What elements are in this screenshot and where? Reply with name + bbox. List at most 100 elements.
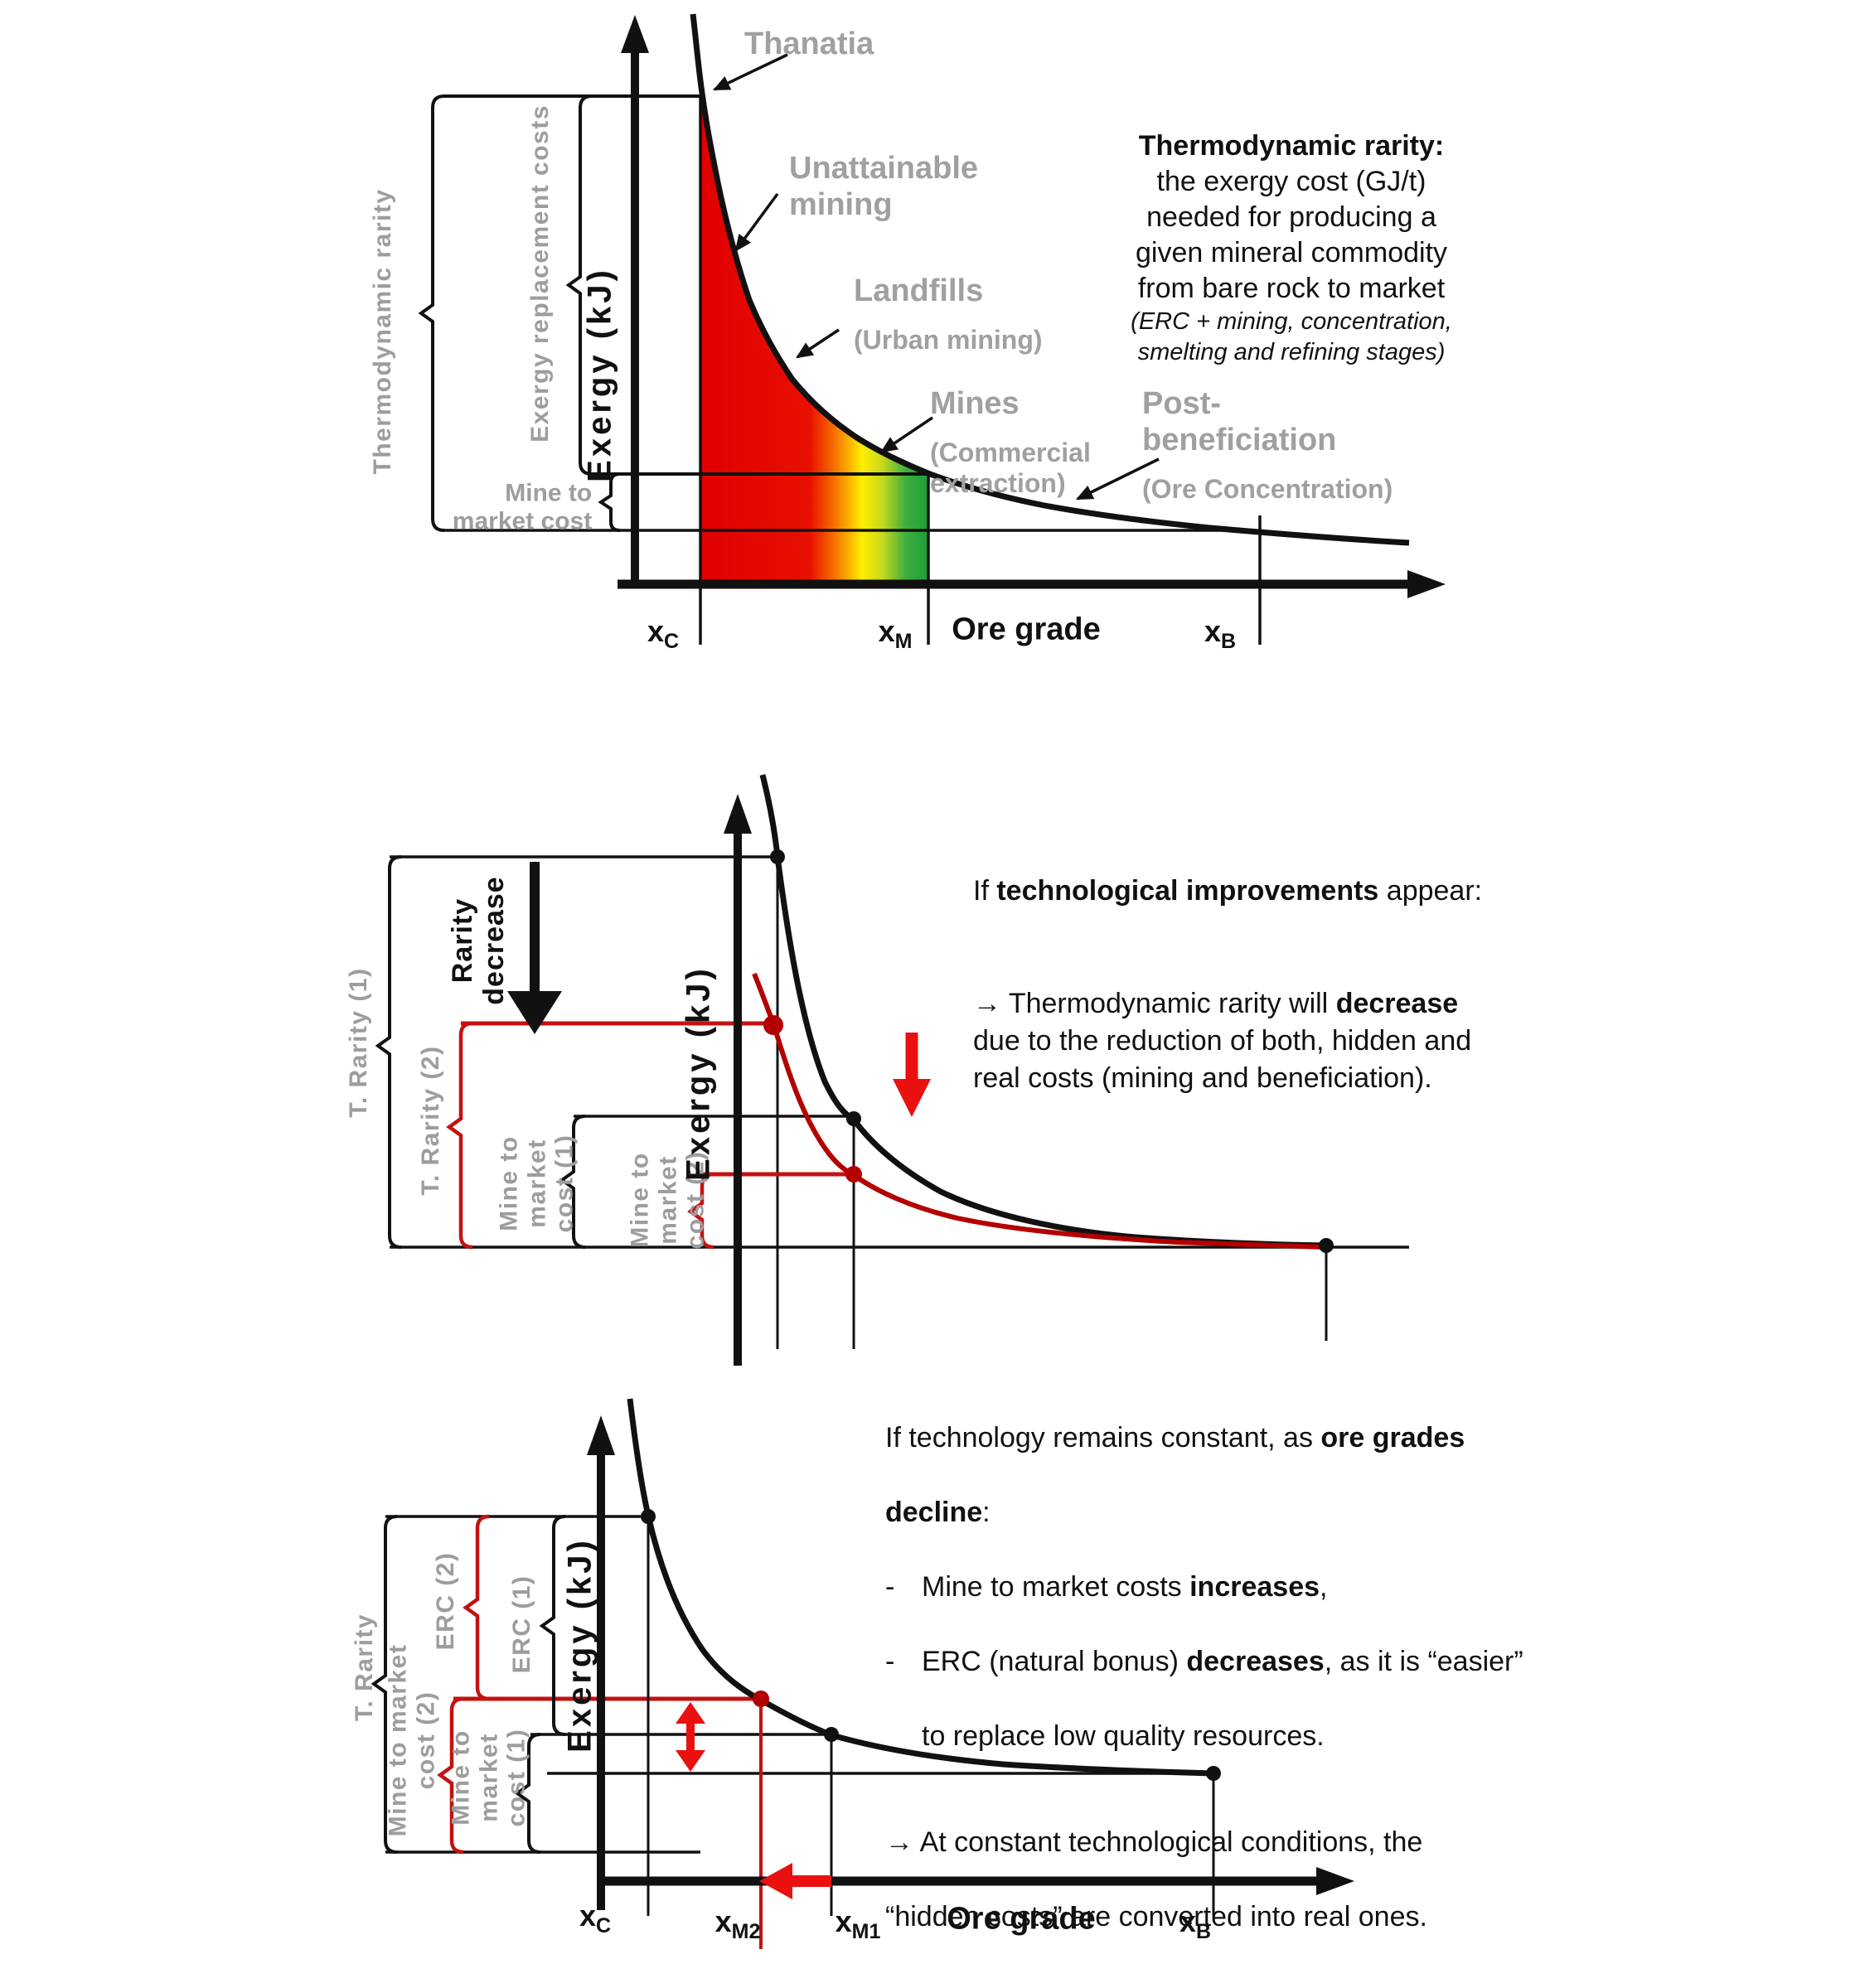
point-mine1: [824, 1727, 839, 1742]
p1-note-footnote: (ERC + mining, concentration, smelting a…: [1131, 308, 1452, 365]
p3-xb-tick: xB: [1179, 1904, 1211, 1944]
p3-xc-base: x: [579, 1898, 596, 1932]
p2-note-p1a: → Thermodynamic rarity will: [973, 988, 1336, 1019]
p3-note-l1a: If technology remains constant, as: [885, 1422, 1321, 1454]
p1-xm-tick: xM: [879, 614, 913, 654]
point-xb: [1206, 1766, 1221, 1781]
p1-unattainable-label: Unattainable mining: [789, 151, 978, 223]
p3-rarity-label: T. Rarity: [351, 1613, 379, 1722]
p3-b1b: increases: [1189, 1571, 1320, 1603]
p1-note-body: the exergy cost (GJ/t) needed for produc…: [1135, 166, 1448, 304]
p1-thanatia-text: Thanatia: [744, 27, 874, 61]
mine2-bracket: [687, 1172, 714, 1250]
p1-xb-tick: xB: [1204, 614, 1236, 654]
p2-rarity1-label: T. Rarity (1): [345, 967, 373, 1118]
p3-erc2-label: ERC (2): [432, 1551, 460, 1651]
p2-note-l1c: appear:: [1378, 875, 1483, 907]
p3-x-axis-label: Ore grade: [947, 1901, 1096, 1937]
p2-rarity-decrease-label: Rarity decrease: [446, 876, 510, 1005]
point-far: [1319, 1238, 1334, 1253]
point-mine2: [753, 1691, 769, 1707]
p3-bullet2-dash: -: [885, 1646, 895, 1677]
p3-xm2-base: x: [714, 1903, 732, 1938]
erc1-bracket: [539, 1515, 566, 1736]
p3-xm1-tick: xM1: [836, 1904, 881, 1944]
y-axis-arrowhead: [724, 794, 752, 834]
erc-brace: [565, 94, 593, 476]
p2-note-para: → Thermodynamic rarity will decrease due…: [973, 985, 1482, 1097]
p3-note-para1: → At constant technological conditions, …: [885, 1826, 1423, 1858]
p3-xm2-sub: M2: [731, 1920, 761, 1944]
point-mine-1: [846, 1111, 861, 1126]
mine-brace: [598, 472, 621, 532]
p1-xb-base: x: [1204, 613, 1221, 648]
p3-note-bullet1: - Mine to market costs increases,: [885, 1569, 1523, 1606]
p1-erc-side-label: Exergy replacement costs: [526, 104, 555, 443]
p3-note-l2b: :: [982, 1497, 991, 1528]
exergy-curve: [690, 13, 1410, 546]
p1-xm-sub: M: [894, 630, 913, 654]
p3-xm1-base: x: [835, 1903, 852, 1938]
p1-mine-to-market-label: Mine to market cost: [452, 479, 593, 534]
mine2-bracket: [437, 1696, 464, 1855]
exergy-curve-2-improved: [752, 972, 1327, 1250]
p3-note-para2: “hidden costs” are converted into real o…: [885, 1901, 1427, 1932]
rarity1-bracket: [375, 855, 402, 1249]
panel1-annotation-arrows: [712, 53, 1160, 501]
y-axis-arrowhead: [587, 1415, 615, 1455]
p1-xb-sub: B: [1220, 630, 1237, 654]
p3-note-bullet2-cont: to replace low quality resources.: [885, 1718, 1523, 1755]
p3-b1a: Mine to market costs: [922, 1571, 1190, 1603]
p3-b2a: ERC (natural bonus): [922, 1646, 1187, 1677]
p3-xb-base: x: [1179, 1903, 1196, 1938]
p3-note-line2: decline:: [885, 1494, 1523, 1531]
p1-rarity-side-label: Thermodynamic rarity: [369, 188, 397, 475]
p3-xb-sub: B: [1195, 1920, 1212, 1944]
panel3: [371, 1398, 1354, 1949]
post-beneficiation-arrow: [1075, 457, 1160, 501]
p3-note-l2a: decline: [885, 1497, 983, 1528]
erc2-bracket: [463, 1514, 490, 1701]
p2-note-p1b: decrease: [1335, 988, 1459, 1019]
landfills-arrow: [796, 328, 840, 359]
p3-note-bullet2: - ERC (natural bonus) decreases, as it is…: [885, 1643, 1523, 1681]
p1-xc-tick: xC: [647, 614, 679, 654]
cost-shift-arrowhead-up: [676, 1702, 705, 1724]
p3-bullet-spacer: [885, 1718, 922, 1755]
cost-shift-arrowhead-down: [676, 1750, 705, 1772]
p1-post-beneficiation-label: Post- beneficiation (Ore Concentration): [1142, 371, 1393, 520]
p3-note-line1: If technology remains constant, as ore g…: [885, 1420, 1523, 1457]
p1-xc-sub: C: [663, 630, 680, 654]
rarity-brace: [418, 94, 445, 532]
p1-post-sub: (Ore Concentration): [1142, 474, 1393, 505]
panel2: [375, 774, 1409, 1366]
p1-thanatia-label: Thanatia: [744, 27, 874, 63]
p3-mine2-label: Mine to market cost (2): [384, 1643, 439, 1837]
rarity-bracket: [371, 1515, 398, 1854]
p1-y-axis-label: Exergy (kJ): [581, 267, 618, 482]
p2-note-l1b: technological improvements: [996, 875, 1379, 907]
improvement-arrowhead: [893, 1079, 931, 1117]
p3-y-axis-label: Exergy (kJ): [561, 1537, 598, 1753]
p1-x-axis-label: Ore grade: [952, 612, 1101, 647]
p3-b2c: , as it is “easier”: [1324, 1646, 1523, 1677]
p2-rarity2-label: T. Rarity (2): [417, 1045, 445, 1196]
p3-xm2-tick: xM2: [715, 1904, 761, 1944]
p1-xc-base: x: [647, 613, 664, 648]
p1-landfills-title: Landfills: [854, 273, 984, 309]
graded-area: [700, 93, 928, 584]
mine1-bracket: [559, 1115, 586, 1249]
point-thanatia-1: [770, 849, 785, 864]
p2-note-line1: If technological improvements appear:: [973, 873, 1482, 910]
x-axis-arrowhead: [1407, 570, 1446, 598]
p1-landfills-sub: (Urban mining): [854, 325, 1043, 356]
p3-mine1-label: Mine to market cost (1): [447, 1728, 530, 1827]
p3-xc-sub: C: [595, 1914, 612, 1938]
p1-xm-base: x: [878, 613, 895, 648]
point-thanatia: [641, 1509, 656, 1524]
p3-note-l1b: ore grades: [1320, 1422, 1465, 1454]
x-axis-arrowhead: [1316, 1867, 1354, 1895]
p2-note: If technological improvements appear: → …: [973, 835, 1482, 1134]
